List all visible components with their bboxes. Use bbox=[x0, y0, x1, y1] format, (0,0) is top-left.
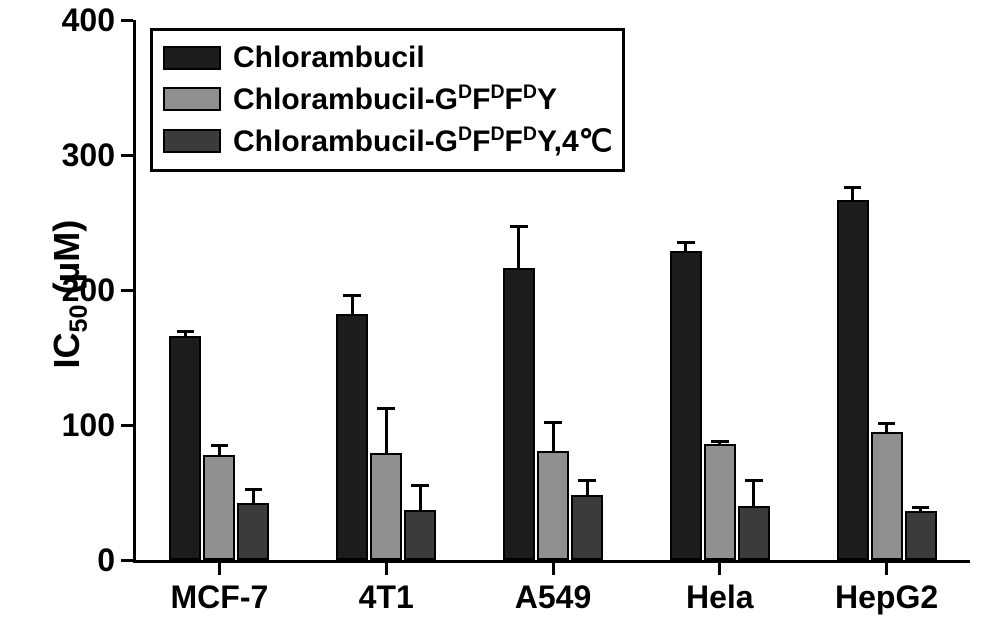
x-category-label: MCF-7 bbox=[136, 579, 303, 616]
legend-item: Chlorambucil-GDFDFDY bbox=[163, 81, 612, 117]
legend-swatch bbox=[163, 46, 221, 70]
y-tick-label: 300 bbox=[62, 137, 115, 174]
bar bbox=[738, 506, 770, 560]
legend-swatch bbox=[163, 129, 221, 153]
bar bbox=[237, 503, 269, 560]
y-tick-label: 100 bbox=[62, 407, 115, 444]
legend-item: Chlorambucil bbox=[163, 41, 612, 75]
bar bbox=[404, 510, 436, 560]
bar bbox=[905, 511, 937, 560]
legend-label: Chlorambucil-GDFDFDY,4℃ bbox=[233, 123, 612, 159]
legend-item: Chlorambucil-GDFDFDY,4℃ bbox=[163, 123, 612, 159]
y-tick-label: 0 bbox=[97, 542, 115, 579]
x-category-label: 4T1 bbox=[303, 579, 470, 616]
y-tick-label: 400 bbox=[62, 2, 115, 39]
ic50-bar-chart: 0100200300400IC50 (µM)MCF-74T1A549HelaHe… bbox=[0, 0, 1000, 639]
bar bbox=[336, 314, 368, 560]
bar bbox=[670, 251, 702, 560]
bar bbox=[503, 268, 535, 560]
legend-label: Chlorambucil-GDFDFDY bbox=[233, 81, 557, 117]
x-category-label: HepG2 bbox=[803, 579, 970, 616]
bar bbox=[871, 432, 903, 560]
x-category-label: A549 bbox=[470, 579, 637, 616]
legend-swatch bbox=[163, 87, 221, 111]
bar bbox=[704, 444, 736, 560]
x-category-label: Hela bbox=[636, 579, 803, 616]
y-axis-label: IC50 (µM) bbox=[46, 194, 94, 394]
bar bbox=[370, 453, 402, 560]
bar bbox=[203, 455, 235, 560]
bar bbox=[571, 495, 603, 560]
bar bbox=[169, 336, 201, 560]
bar bbox=[837, 200, 869, 560]
legend: Chlorambucil Chlorambucil-GDFDFDY Chloramb… bbox=[150, 28, 625, 172]
legend-label: Chlorambucil bbox=[233, 41, 425, 75]
bar bbox=[537, 451, 569, 560]
